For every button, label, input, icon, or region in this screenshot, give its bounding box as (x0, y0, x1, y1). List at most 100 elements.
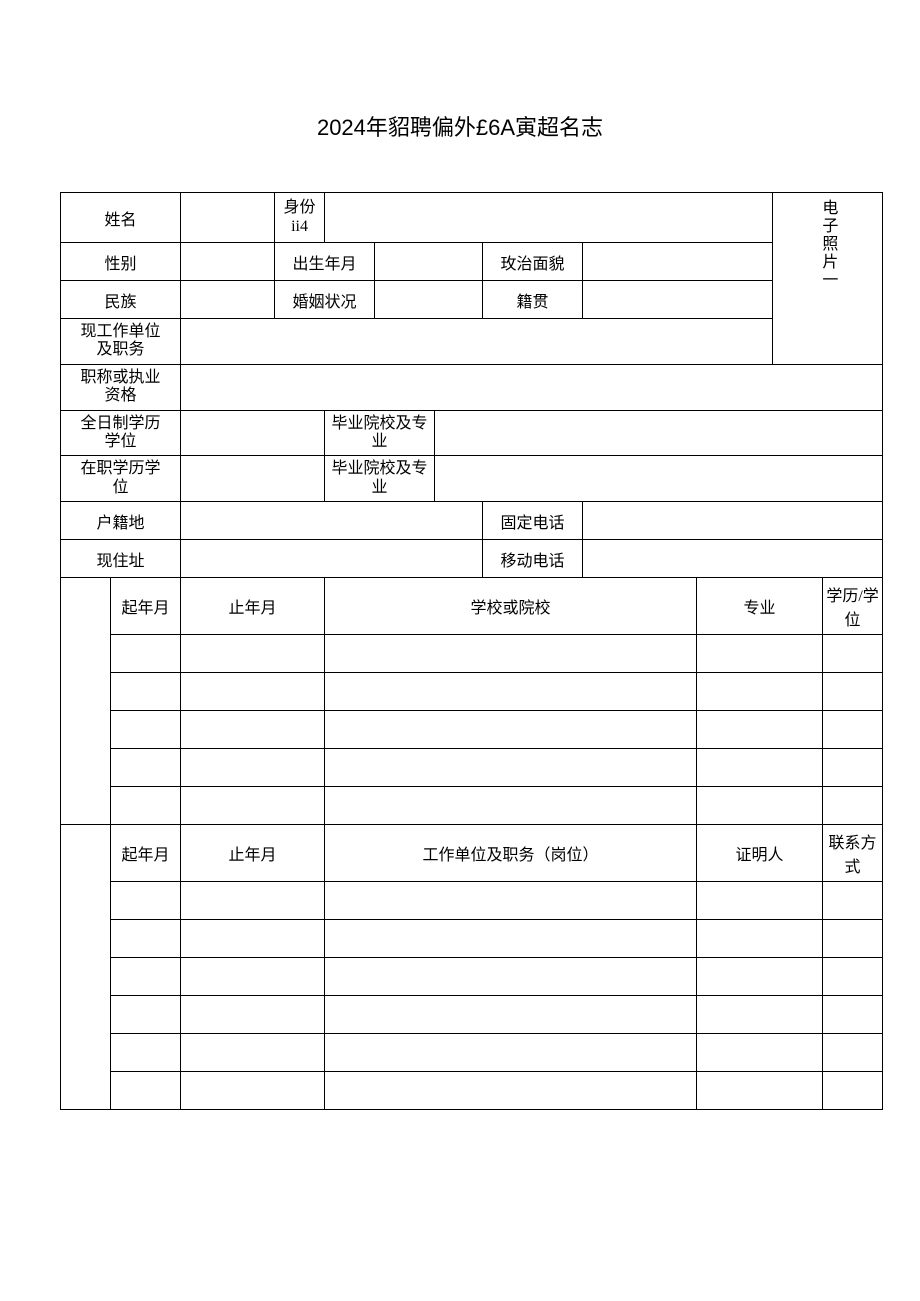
table-row: 民族 婚姻状况 籍贯 (61, 281, 883, 319)
label-edu-section (61, 578, 111, 825)
work-cell (697, 882, 823, 920)
work-cell (823, 1072, 883, 1110)
edu-cell (325, 673, 697, 711)
edu-cell (325, 635, 697, 673)
table-row (61, 635, 883, 673)
work-cell (325, 958, 697, 996)
value-birth (375, 243, 483, 281)
label-work-section (61, 825, 111, 1110)
work-cell (697, 996, 823, 1034)
table-row (61, 787, 883, 825)
value-grad-school-2 (435, 456, 883, 502)
label-edu-start: 起年月 (111, 578, 181, 635)
label-marital: 婚姻状况 (275, 281, 375, 319)
label-edu-major: 专业 (697, 578, 823, 635)
edu-cell (111, 787, 181, 825)
table-row (61, 882, 883, 920)
table-row (61, 1034, 883, 1072)
work-cell (181, 1072, 325, 1110)
edu-cell (697, 711, 823, 749)
work-cell (823, 920, 883, 958)
work-cell (111, 1072, 181, 1110)
label-fixed-phone: 固定电话 (483, 502, 583, 540)
edu-cell (111, 749, 181, 787)
application-form-table: 姓名 身份 ii4 电子照片一 性别 出生年月 玫治面貌 民族 婚姻状况 籍贯 … (60, 192, 883, 1110)
work-cell (697, 920, 823, 958)
work-cell (697, 1072, 823, 1110)
edu-cell (325, 787, 697, 825)
label-hukou: 户籍地 (61, 502, 181, 540)
label-onjob-edu: 在职学历学 位 (61, 456, 181, 502)
value-name (181, 193, 275, 243)
work-cell (325, 1034, 697, 1072)
photo-placeholder: 电子照片一 (773, 193, 883, 365)
edu-cell (181, 749, 325, 787)
label-edu-degree: 学历/学位 (823, 578, 883, 635)
edu-cell (111, 711, 181, 749)
value-fulltime-edu (181, 410, 325, 456)
edu-cell (823, 673, 883, 711)
value-id (325, 193, 773, 243)
table-row: 姓名 身份 ii4 电子照片一 (61, 193, 883, 243)
value-prof-title (181, 364, 883, 410)
edu-cell (697, 635, 823, 673)
label-edu-end: 止年月 (181, 578, 325, 635)
label-politics: 玫治面貌 (483, 243, 583, 281)
value-politics (583, 243, 773, 281)
edu-cell (697, 749, 823, 787)
label-edu-school: 学校或院校 (325, 578, 697, 635)
work-cell (325, 1072, 697, 1110)
edu-cell (181, 673, 325, 711)
work-cell (111, 882, 181, 920)
value-hukou (181, 502, 483, 540)
work-cell (111, 996, 181, 1034)
edu-cell (823, 749, 883, 787)
edu-cell (823, 787, 883, 825)
edu-cell (181, 635, 325, 673)
value-onjob-edu (181, 456, 325, 502)
label-current-work: 现工作单位 及职务 (61, 319, 181, 365)
work-cell (111, 958, 181, 996)
value-ethnic (181, 281, 275, 319)
work-cell (823, 996, 883, 1034)
edu-cell (823, 635, 883, 673)
work-cell (823, 1034, 883, 1072)
label-name: 姓名 (61, 193, 181, 243)
work-cell (181, 1034, 325, 1072)
edu-cell (697, 673, 823, 711)
value-marital (375, 281, 483, 319)
edu-cell (325, 711, 697, 749)
work-cell (181, 996, 325, 1034)
edu-cell (111, 673, 181, 711)
table-row: 全日制学历 学位 毕业院校及专 业 (61, 410, 883, 456)
work-cell (325, 882, 697, 920)
value-fixed-phone (583, 502, 883, 540)
label-fulltime-edu: 全日制学历 学位 (61, 410, 181, 456)
work-cell (325, 920, 697, 958)
value-gender (181, 243, 275, 281)
label-mobile-phone: 移动电话 (483, 540, 583, 578)
edu-cell (181, 787, 325, 825)
label-ethnic: 民族 (61, 281, 181, 319)
work-cell (823, 958, 883, 996)
table-row (61, 996, 883, 1034)
work-cell (697, 1034, 823, 1072)
table-row: 性别 出生年月 玫治面貌 (61, 243, 883, 281)
value-mobile-phone (583, 540, 883, 578)
label-birth: 出生年月 (275, 243, 375, 281)
table-row (61, 958, 883, 996)
label-work-start: 起年月 (111, 825, 181, 882)
value-native-place (583, 281, 773, 319)
table-row: 职称或执业 资格 (61, 364, 883, 410)
work-cell (697, 958, 823, 996)
table-row (61, 920, 883, 958)
label-id: 身份 ii4 (275, 193, 325, 243)
work-cell (181, 958, 325, 996)
work-cell (181, 920, 325, 958)
work-cell (111, 920, 181, 958)
value-current-addr (181, 540, 483, 578)
table-row: 起年月 止年月 学校或院校 专业 学历/学位 (61, 578, 883, 635)
table-row: 户籍地 固定电话 (61, 502, 883, 540)
work-cell (325, 996, 697, 1034)
table-row: 现工作单位 及职务 (61, 319, 883, 365)
